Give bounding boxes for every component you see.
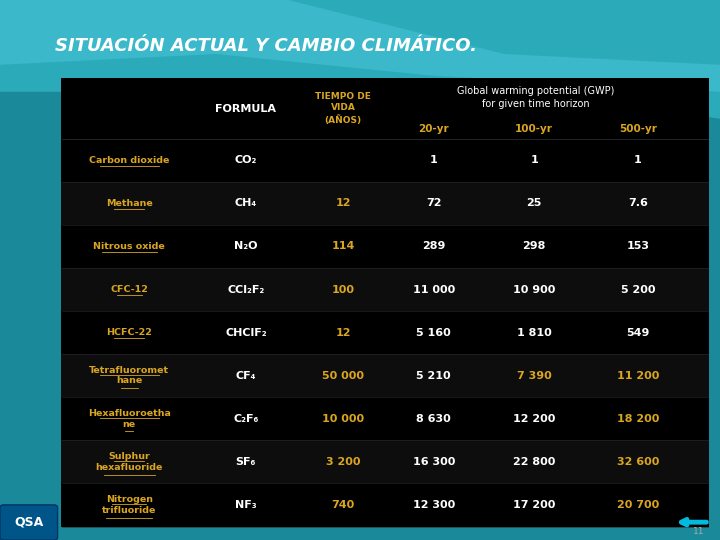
Text: 25: 25 bbox=[526, 198, 542, 208]
Text: 289: 289 bbox=[422, 241, 446, 252]
Text: 32 600: 32 600 bbox=[617, 457, 659, 467]
Text: 10 000: 10 000 bbox=[322, 414, 364, 424]
Text: 12: 12 bbox=[336, 328, 351, 338]
Text: CCl₂F₂: CCl₂F₂ bbox=[228, 285, 264, 295]
Text: Nitrogen
trifluoride: Nitrogen trifluoride bbox=[102, 495, 156, 515]
Text: 17 200: 17 200 bbox=[513, 500, 555, 510]
Text: Methane: Methane bbox=[106, 199, 153, 208]
Text: 1: 1 bbox=[531, 156, 538, 165]
Text: QSA: QSA bbox=[14, 516, 43, 529]
Text: 3 200: 3 200 bbox=[326, 457, 360, 467]
Text: Sulphur
hexafluoride: Sulphur hexafluoride bbox=[96, 452, 163, 471]
Text: CHClF₂: CHClF₂ bbox=[225, 328, 266, 338]
Text: N₂O: N₂O bbox=[234, 241, 258, 252]
Text: Carbon dioxide: Carbon dioxide bbox=[89, 156, 169, 165]
Text: 7 390: 7 390 bbox=[517, 371, 552, 381]
Text: 1: 1 bbox=[430, 156, 438, 165]
Text: 20 700: 20 700 bbox=[617, 500, 659, 510]
Text: 549: 549 bbox=[626, 328, 649, 338]
Text: 12 200: 12 200 bbox=[513, 414, 555, 424]
Text: Global warming potential (GWP)
for given time horizon: Global warming potential (GWP) for given… bbox=[457, 86, 615, 109]
Text: 153: 153 bbox=[626, 241, 649, 252]
Bar bbox=[61, 182, 709, 225]
Bar bbox=[61, 268, 709, 311]
Text: 114: 114 bbox=[331, 241, 355, 252]
Text: 100: 100 bbox=[332, 285, 354, 295]
Text: 20-yr: 20-yr bbox=[418, 124, 449, 133]
Text: 11 000: 11 000 bbox=[413, 285, 455, 295]
Text: SITUACIÓN ACTUAL Y CAMBIO CLIMÁTICO.: SITUACIÓN ACTUAL Y CAMBIO CLIMÁTICO. bbox=[55, 37, 477, 55]
Polygon shape bbox=[0, 0, 720, 119]
Bar bbox=[61, 440, 709, 483]
Text: 22 800: 22 800 bbox=[513, 457, 555, 467]
Text: CO₂: CO₂ bbox=[235, 156, 257, 165]
Bar bbox=[61, 78, 709, 526]
Text: 72: 72 bbox=[426, 198, 441, 208]
Text: 100-yr: 100-yr bbox=[516, 124, 553, 133]
Text: 740: 740 bbox=[331, 500, 355, 510]
Text: CFC-12: CFC-12 bbox=[110, 285, 148, 294]
Text: 1 810: 1 810 bbox=[517, 328, 552, 338]
Text: 1: 1 bbox=[634, 156, 642, 165]
Text: C₂F₆: C₂F₆ bbox=[233, 414, 258, 424]
Text: Nitrous oxide: Nitrous oxide bbox=[94, 242, 165, 251]
Text: 298: 298 bbox=[523, 241, 546, 252]
Text: NF₃: NF₃ bbox=[235, 500, 257, 510]
Text: SF₆: SF₆ bbox=[235, 457, 256, 467]
Text: CH₄: CH₄ bbox=[235, 198, 257, 208]
Text: FORMULA: FORMULA bbox=[215, 104, 276, 113]
Text: 10 900: 10 900 bbox=[513, 285, 555, 295]
Text: 18 200: 18 200 bbox=[617, 414, 659, 424]
Text: 12: 12 bbox=[336, 198, 351, 208]
Bar bbox=[61, 354, 709, 397]
Text: Tetrafluoromet
hane: Tetrafluoromet hane bbox=[89, 366, 169, 386]
Text: Hexafluoroetha
ne: Hexafluoroetha ne bbox=[88, 409, 171, 429]
Text: 11 200: 11 200 bbox=[617, 371, 659, 381]
Polygon shape bbox=[0, 0, 720, 92]
Text: CF₄: CF₄ bbox=[235, 371, 256, 381]
Text: 5 200: 5 200 bbox=[621, 285, 655, 295]
FancyBboxPatch shape bbox=[0, 505, 58, 540]
Text: 500-yr: 500-yr bbox=[619, 124, 657, 133]
Text: 11: 11 bbox=[693, 528, 704, 536]
Text: 16 300: 16 300 bbox=[413, 457, 455, 467]
Text: 50 000: 50 000 bbox=[322, 371, 364, 381]
Text: 5 210: 5 210 bbox=[416, 371, 451, 381]
Text: HCFC-22: HCFC-22 bbox=[107, 328, 152, 337]
Text: 8 630: 8 630 bbox=[416, 414, 451, 424]
Text: 5 160: 5 160 bbox=[416, 328, 451, 338]
Text: 7.6: 7.6 bbox=[628, 198, 648, 208]
Text: 12 300: 12 300 bbox=[413, 500, 455, 510]
Text: TIEMPO DE
VIDA
(AÑOS): TIEMPO DE VIDA (AÑOS) bbox=[315, 92, 371, 125]
